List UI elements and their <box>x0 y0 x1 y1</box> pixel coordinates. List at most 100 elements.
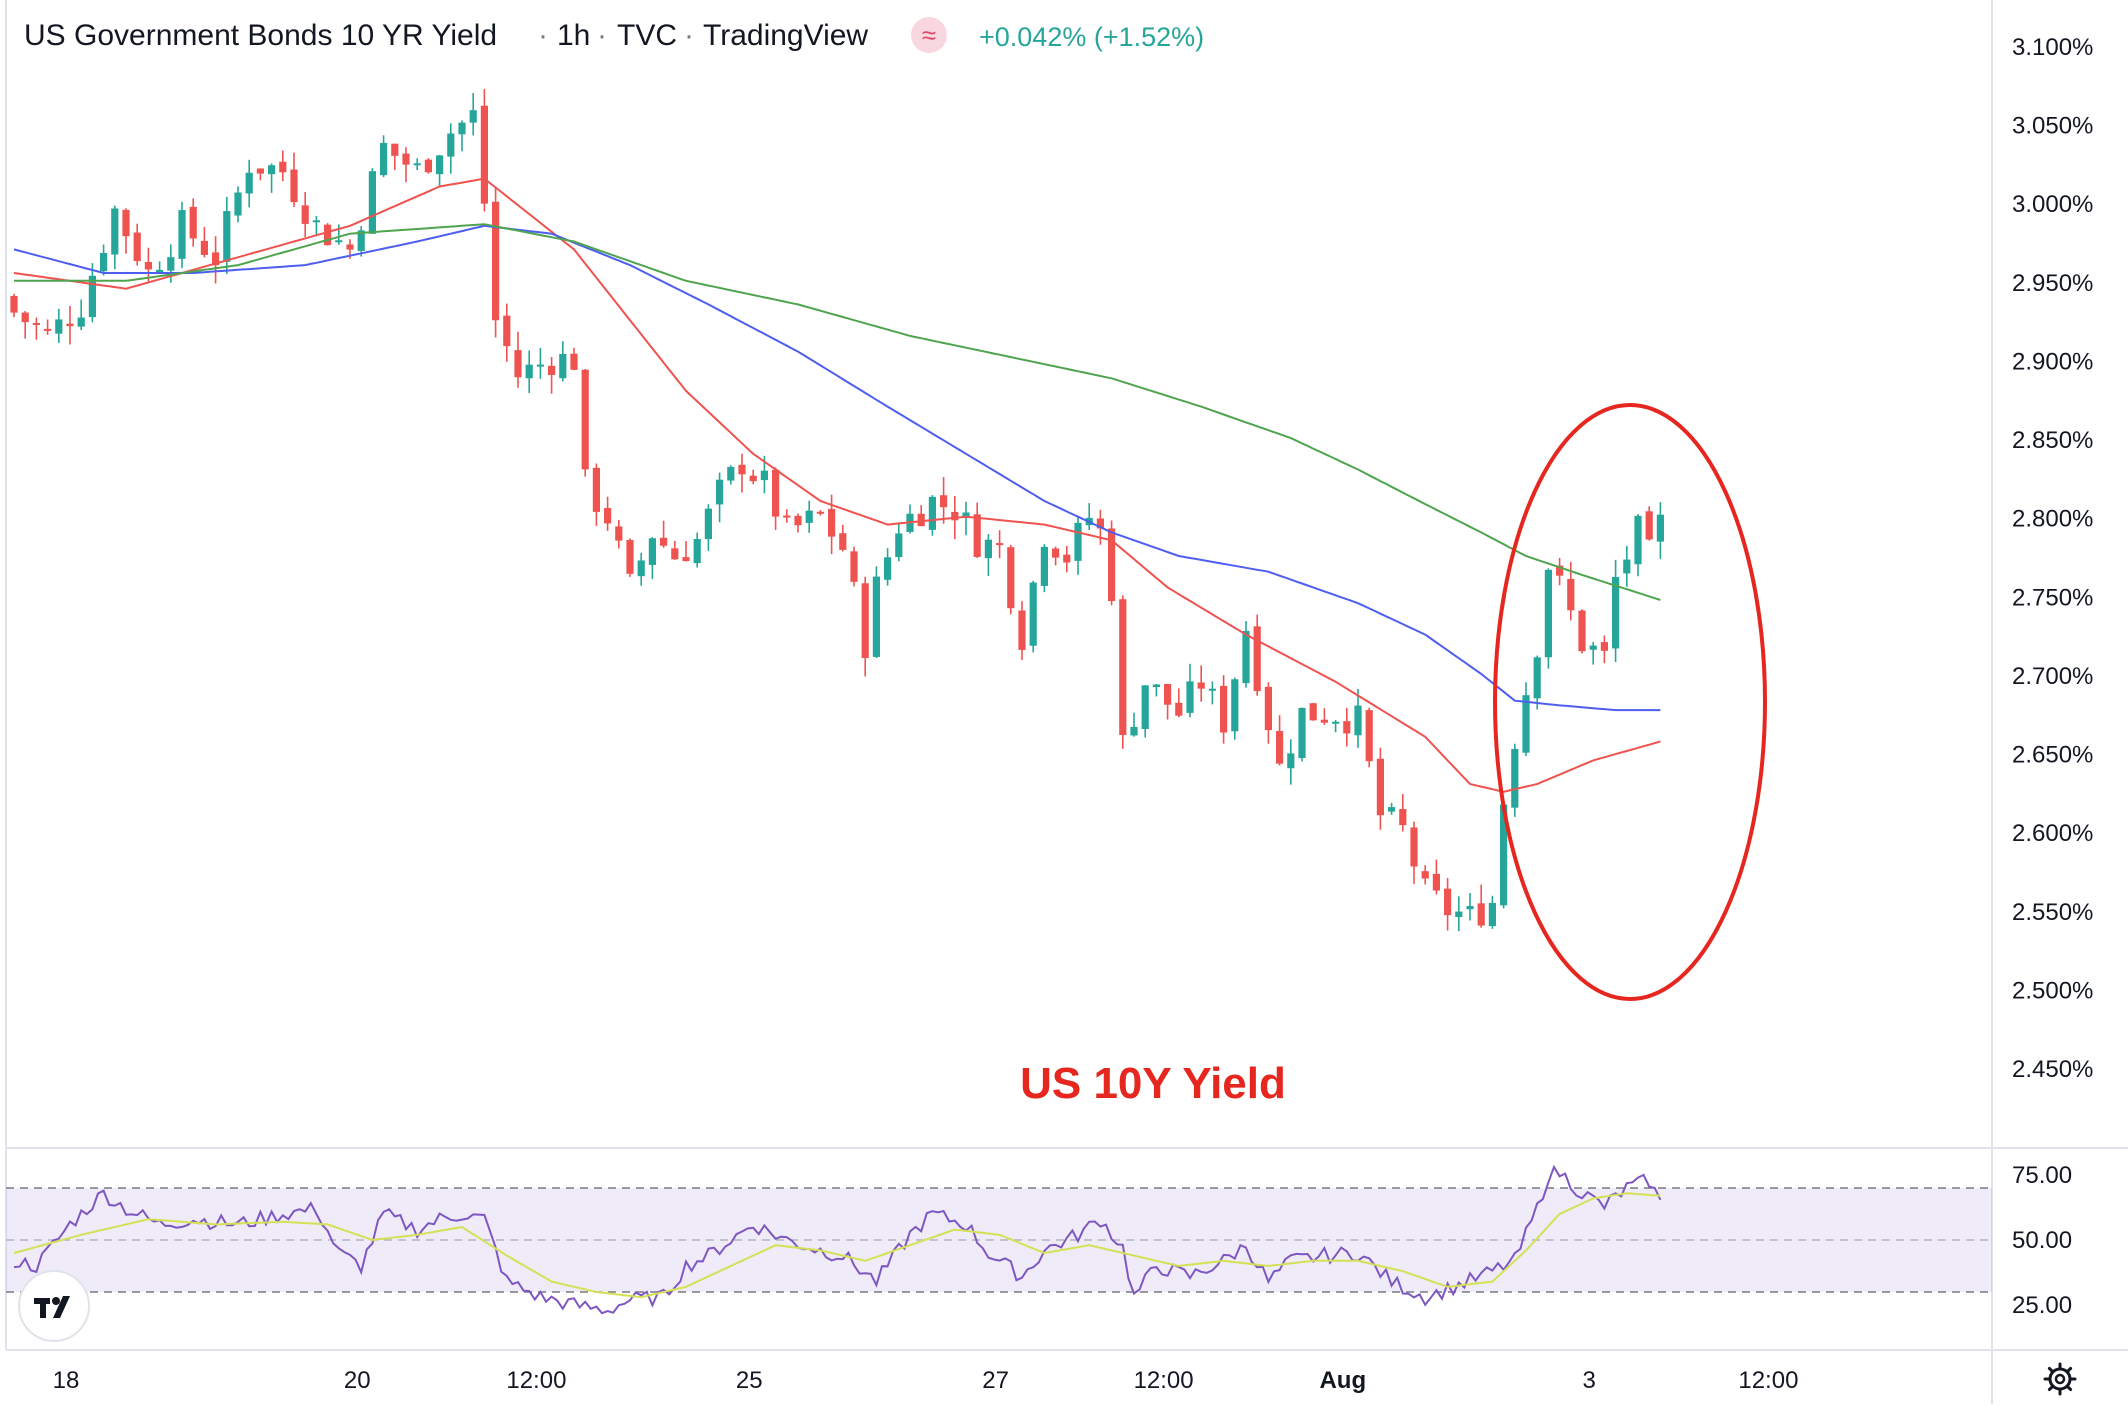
price-tick-label: 3.100% <box>2012 34 2093 61</box>
time-tick-label: Aug <box>1319 1367 1366 1394</box>
candle-body <box>424 159 432 173</box>
time-tick-label: 25 <box>736 1367 763 1394</box>
candle-body <box>536 364 544 367</box>
candle-body <box>1455 911 1463 918</box>
candle-body <box>1522 695 1530 753</box>
moving-averages-group <box>13 177 1661 793</box>
rsi-tick-label: 75.00 <box>2012 1162 2072 1189</box>
candle-body <box>1186 681 1194 713</box>
candle-body <box>1488 902 1496 927</box>
tradingview-logo-icon[interactable] <box>18 1270 90 1342</box>
candle-body <box>1242 630 1250 684</box>
candle-body <box>1074 522 1082 561</box>
candle-body <box>693 539 701 564</box>
price-tick-label: 2.950% <box>2012 270 2093 297</box>
candle-body <box>223 211 231 262</box>
candle-body <box>1130 726 1138 736</box>
candle-body <box>805 510 813 523</box>
candle-body <box>783 515 791 518</box>
candle-body <box>200 240 208 255</box>
candle-body <box>928 496 936 530</box>
candle-body <box>212 252 220 266</box>
legend-separator-1: · <box>538 19 548 52</box>
candle-body <box>1253 626 1261 692</box>
candle-body <box>1152 684 1160 688</box>
candle-body <box>951 511 959 521</box>
candle-body <box>1578 610 1586 652</box>
candle-body <box>1320 719 1328 723</box>
candle-body <box>1511 748 1519 808</box>
candle-body <box>1108 528 1116 602</box>
price-tick-label: 2.800% <box>2012 506 2093 533</box>
candles-group <box>10 89 1664 932</box>
candle-body <box>772 469 780 517</box>
candle-body <box>1376 758 1384 816</box>
time-tick-label: 27 <box>982 1367 1009 1394</box>
legend-symbol[interactable]: US Government Bonds 10 YR Yield <box>24 19 497 52</box>
candle-body <box>1388 807 1396 812</box>
candle-body <box>268 165 276 175</box>
legend-exchange[interactable]: TVC <box>617 19 677 52</box>
candle-body <box>77 317 85 327</box>
candle-body <box>548 365 556 375</box>
price-tick-label: 3.000% <box>2012 191 2093 218</box>
candle-body <box>436 155 444 175</box>
candle-body <box>55 319 63 334</box>
candle-body <box>447 133 455 157</box>
legend-badge-icon[interactable] <box>911 17 947 53</box>
candle-body <box>402 153 410 165</box>
tradingview-logo-mark <box>34 1296 70 1318</box>
candle-body <box>1276 731 1284 764</box>
rsi-lines-group <box>13 1164 1662 1315</box>
candle-body <box>1656 514 1664 542</box>
legend-interval[interactable]: 1h <box>557 19 590 52</box>
settings-gear-icon[interactable] <box>2043 1362 2077 1396</box>
candle-body <box>290 169 298 203</box>
candle-body <box>682 557 690 562</box>
candle-body <box>996 543 1004 546</box>
candle-body <box>1164 684 1172 705</box>
candle-body <box>816 511 824 514</box>
candle-body <box>256 168 264 174</box>
candle-body <box>66 323 74 327</box>
candle-body <box>1399 809 1407 826</box>
candle-body <box>716 479 724 505</box>
candle-body <box>245 172 253 194</box>
price-tick-label: 2.650% <box>2012 742 2093 769</box>
price-tick-label: 2.750% <box>2012 584 2093 611</box>
candle-body <box>503 315 511 347</box>
candle-body <box>346 244 354 250</box>
legend-provider[interactable]: TradingView <box>703 19 868 52</box>
candle-body <box>525 364 533 379</box>
price-tick-label: 2.500% <box>2012 977 2093 1004</box>
candle-body <box>1052 548 1060 558</box>
candle-body <box>1444 888 1452 916</box>
candle-body <box>592 467 600 512</box>
candle-body <box>1287 753 1295 769</box>
price-tick-label: 2.700% <box>2012 663 2093 690</box>
candle-body <box>1029 582 1037 646</box>
candle-body <box>895 533 903 558</box>
candle-body <box>88 275 96 318</box>
moving-average-line-1 <box>13 177 1661 793</box>
candle-body <box>1354 705 1362 736</box>
candle-body <box>156 269 164 273</box>
rsi-line <box>13 1164 1662 1315</box>
candle-body <box>189 206 197 239</box>
candle-body <box>1600 642 1608 651</box>
moving-average-line-2 <box>13 224 1661 712</box>
time-tick-label: 3 <box>1583 1367 1596 1394</box>
candle-body <box>1432 873 1440 891</box>
candle-body <box>1309 703 1317 721</box>
candle-body <box>872 576 880 657</box>
candle-body <box>1208 688 1216 691</box>
candle-body <box>514 350 522 378</box>
price-tick-label: 3.050% <box>2012 113 2093 140</box>
candle-body <box>1410 827 1418 867</box>
candle-body <box>1197 682 1205 689</box>
candle-body <box>581 369 589 470</box>
candle-body <box>1477 903 1485 926</box>
rsi-band-group <box>6 1187 1992 1293</box>
